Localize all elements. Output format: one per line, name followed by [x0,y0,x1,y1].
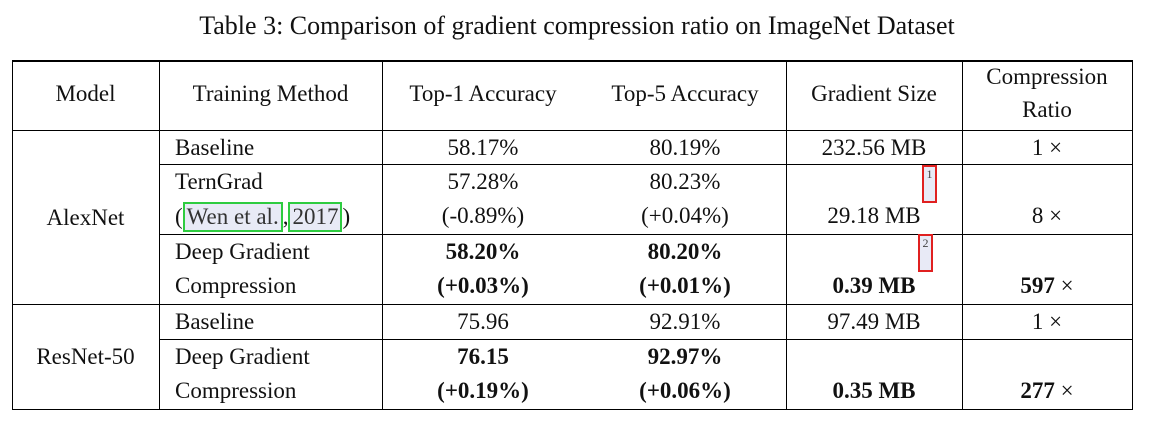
citation-open-paren: ( [175,204,183,229]
row-rule [159,164,1133,165]
method-dgc-line2: Compression [175,378,297,403]
top5-value: 80.23% [649,169,721,194]
top5-value: 80.20% [647,239,723,264]
method-dgc-line2: Compression [175,273,297,298]
ratio-number: 597 [1020,273,1055,298]
row-rule [159,234,1133,235]
header-method: Training Method [192,81,349,106]
header-ratio-line2: Ratio [1022,97,1072,122]
method-terngrad: TernGrad [175,169,263,194]
top5-value: 80.19% [649,135,721,160]
top1-value: 58.20% [445,239,521,264]
col-rule [159,60,160,410]
top1-delta: (+0.03%) [437,273,529,298]
ratio-value: 277 × [962,377,1132,405]
header-ratio-line1: Compression [986,64,1108,89]
ratio-value: 1 × [1031,135,1063,160]
top1-value: 58.17% [447,135,519,160]
top1-delta: (-0.89%) [441,203,525,228]
comparison-table: Model Training Method Top-1 Accuracy Top… [12,60,1133,410]
header-model: Model [55,81,116,106]
ratio-sign: × [1060,378,1074,403]
citation-separator: , [282,204,289,229]
gradient-size-value: 97.49 MB [827,309,921,334]
top1-value: 57.28% [447,169,519,194]
top5-value: 92.91% [649,309,721,334]
citation-author-link[interactable]: Wen et al. [182,202,283,232]
gradient-size-value: 0.35 MB [832,378,916,403]
top1-value: 76.15 [457,344,509,369]
footnote-marker-2[interactable]: 2 [918,234,933,272]
col-rule [962,60,963,410]
ratio-value: 1 × [1031,309,1063,334]
header-gradient-size: Gradient Size [811,81,937,106]
top1-delta: (+0.19%) [437,378,529,403]
ratio-number: 277 [1020,378,1055,403]
citation-close-paren: ) [342,204,351,229]
method-dgc-line1: Deep Gradient [175,239,310,264]
method-baseline: Baseline [175,135,255,160]
col-rule [786,60,787,410]
col-rule [12,60,13,410]
model-alexnet: AlexNet [46,205,125,230]
group-rule [12,304,1133,305]
ratio-value: 8 × [1031,203,1063,228]
gradient-size-value: 29.18 MB [827,203,921,228]
footnote-marker-1[interactable]: 1 [922,165,937,203]
top1-value: 75.96 [457,309,509,334]
model-resnet50: ResNet-50 [36,344,135,369]
table-bottom-rule [12,409,1133,410]
ratio-value: 597 × [962,272,1132,300]
top5-delta: (+0.04%) [641,203,729,228]
header-top1: Top-1 Accuracy [409,81,557,106]
method-dgc-line1: Deep Gradient [175,344,310,369]
ratio-sign: × [1060,273,1074,298]
header-rule [12,130,1133,131]
table-top-rule [12,60,1133,62]
top5-value: 92.97% [647,344,723,369]
header-top5: Top-5 Accuracy [611,81,759,106]
method-baseline: Baseline [175,309,255,334]
row-rule [159,339,1133,340]
gradient-size-value: 232.56 MB [821,135,927,160]
gradient-size-value: 0.39 MB [832,273,916,298]
col-rule [1132,60,1133,410]
top5-delta: (+0.06%) [639,378,731,403]
terngrad-citation: (Wen et al., 2017) [175,202,350,232]
col-rule [382,60,383,410]
citation-year-link[interactable]: 2017 [288,202,343,232]
top5-delta: (+0.01%) [639,273,731,298]
table-caption: Table 3: Comparison of gradient compress… [199,11,955,40]
